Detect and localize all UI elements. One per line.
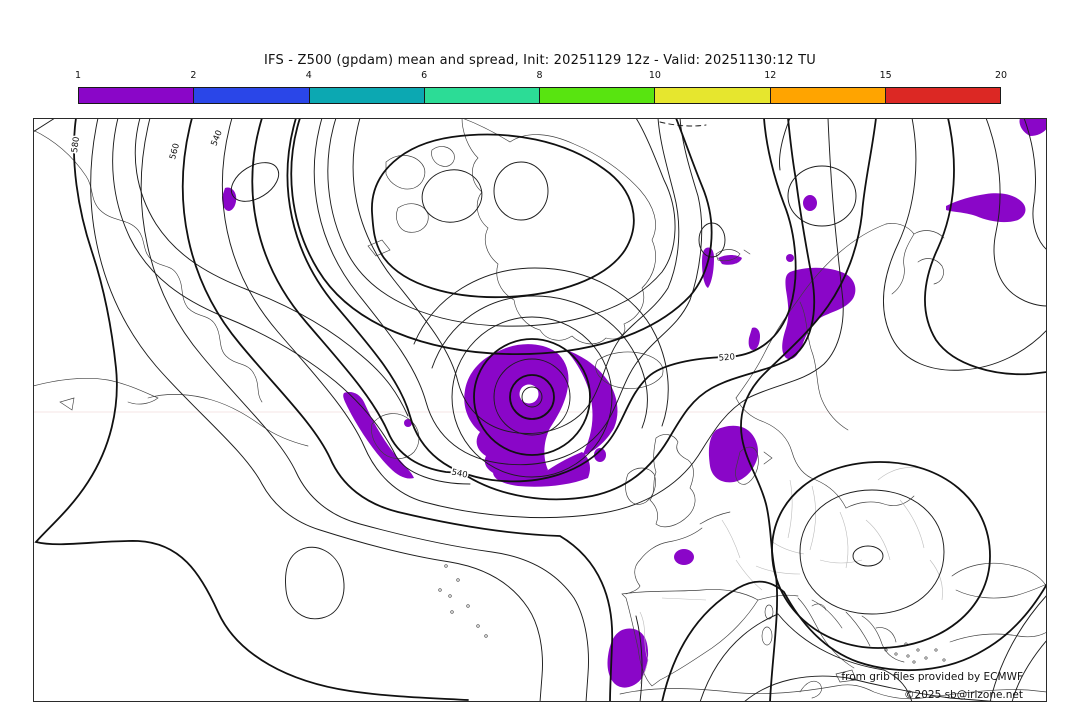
contour-label-520: 520 bbox=[718, 352, 735, 363]
spread-sliver-arctic bbox=[702, 247, 714, 288]
colorbar: 1 2 4 6 8 10 12 15 20 bbox=[74, 70, 1007, 106]
colorbar-segment-1-2 bbox=[79, 88, 195, 103]
spread-dot-brittany bbox=[674, 549, 694, 565]
spread-sliver-labrador bbox=[222, 187, 237, 211]
page-title: IFS - Z500 (gpdam) mean and spread, Init… bbox=[264, 53, 816, 68]
contour-label-580: 580 bbox=[70, 136, 82, 153]
spread-dot bbox=[786, 254, 794, 262]
colorbar-tick-20: 20 bbox=[994, 70, 1008, 81]
contour-labels: 580 560 540 540 520 bbox=[69, 127, 737, 482]
country-borders bbox=[639, 467, 943, 685]
colorbar-tick-10: 10 bbox=[648, 70, 661, 81]
coastlines bbox=[33, 118, 1047, 700]
z500-contours-thick bbox=[34, 118, 1047, 702]
spread-blob-iberia bbox=[607, 628, 649, 688]
contour-label-560: 560 bbox=[168, 142, 182, 160]
spread-hole-low-center bbox=[519, 384, 539, 404]
colorbar-tick-12: 12 bbox=[764, 70, 777, 81]
spread-shading-purple bbox=[222, 118, 1047, 688]
contour-label-540-top: 540 bbox=[209, 129, 224, 148]
colorbar-segment-4-6 bbox=[309, 88, 425, 103]
colorbar-segment-12-15 bbox=[770, 88, 886, 103]
spread-dot bbox=[404, 419, 412, 427]
credits-ecmwf: from grib files provided by ECMWF bbox=[841, 671, 1023, 683]
spread-blob-north-sea bbox=[708, 425, 758, 483]
spread-dot-white-sea bbox=[803, 195, 817, 211]
colorbar-segment-2-4 bbox=[194, 88, 310, 103]
colorbar-tick-15: 15 bbox=[879, 70, 892, 81]
spread-blob-iceland-tail bbox=[493, 452, 590, 487]
spread-sliver-norway bbox=[748, 327, 760, 350]
z500-contours-thin bbox=[33, 118, 1047, 702]
spread-blob-corner bbox=[1019, 118, 1047, 136]
colorbar-tick-8: 8 bbox=[536, 70, 543, 81]
colorbar-tick-4: 4 bbox=[305, 70, 312, 81]
colorbar-segment-15-20 bbox=[885, 88, 1000, 103]
colorbar-segment-10-12 bbox=[655, 88, 771, 103]
colorbar-bar bbox=[78, 87, 1001, 104]
map-border bbox=[33, 118, 1047, 702]
colorbar-tick-1: 1 bbox=[74, 70, 82, 81]
colorbar-tick-labels: 1 2 4 6 8 10 12 15 20 bbox=[74, 70, 1007, 84]
colorbar-tick-6: 6 bbox=[421, 70, 428, 81]
colorbar-segment-6-8 bbox=[424, 88, 540, 103]
spread-blob-barents bbox=[946, 193, 1026, 223]
colorbar-segment-8-10 bbox=[540, 88, 656, 103]
credits-copyright: ©2025 sb@irizone.net bbox=[904, 689, 1023, 701]
spread-dot bbox=[594, 448, 606, 462]
contour-label-540-center: 540 bbox=[450, 467, 468, 480]
map-canvas: 580 560 540 540 520 bbox=[33, 118, 1047, 702]
colorbar-tick-2: 2 bbox=[190, 70, 197, 81]
